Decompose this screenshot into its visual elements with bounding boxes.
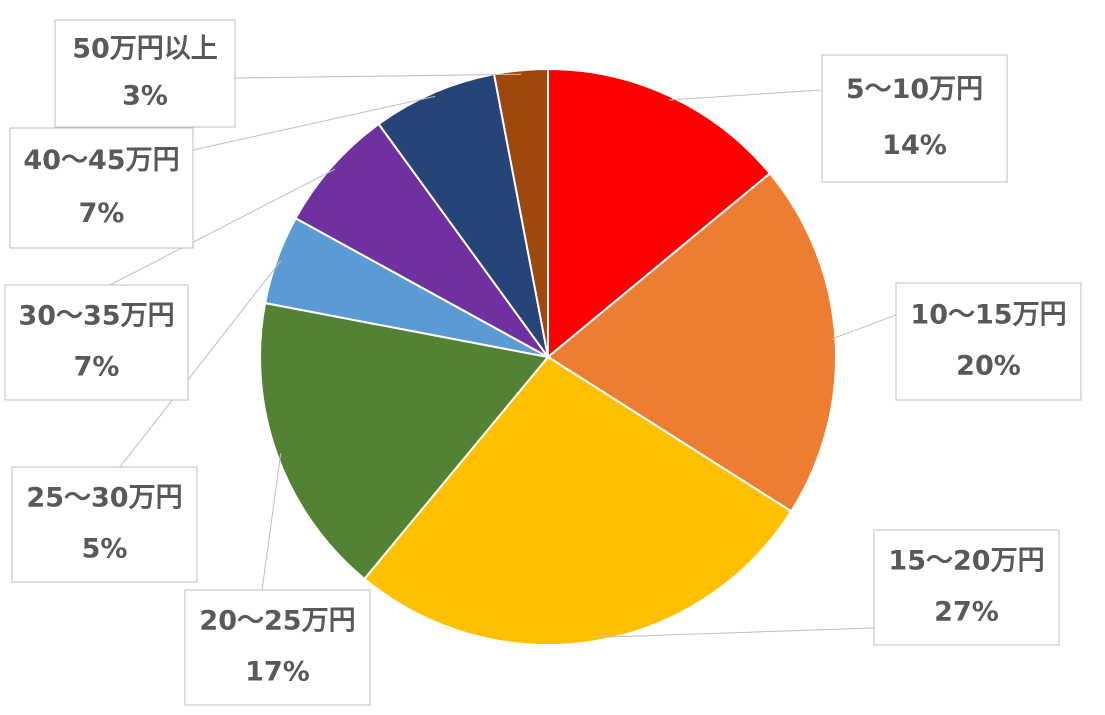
pie-slice (259, 301, 550, 581)
value-label: 20% (956, 351, 1021, 382)
value-label: 5% (82, 533, 128, 564)
category-label: 10〜15万円 (910, 299, 1066, 330)
label-box (184, 589, 371, 706)
category-label: 50万円以上 (72, 33, 218, 64)
leader-line (668, 89, 823, 101)
pie-slice (547, 67, 772, 360)
category-label: 30〜35万円 (18, 301, 174, 332)
leader-line (234, 73, 522, 79)
value-label: 27% (934, 596, 999, 627)
value-label: 7% (74, 351, 120, 382)
pie-slice (492, 67, 549, 358)
category-label: 5〜10万円 (846, 74, 983, 105)
label-box (9, 127, 194, 249)
value-label: 14% (882, 130, 947, 161)
leader-line (119, 260, 282, 468)
pie-slice (363, 355, 793, 646)
pie-slice (546, 172, 837, 513)
label-box (4, 284, 189, 401)
category-label: 15〜20万円 (888, 546, 1044, 577)
category-label: 20〜25万円 (199, 606, 355, 637)
category-label: 25〜30万円 (26, 483, 182, 514)
leader-line (831, 314, 897, 340)
label-box (895, 282, 1082, 401)
label-box (821, 54, 1008, 183)
label-box (873, 529, 1060, 646)
category-label: 40〜45万円 (23, 145, 179, 176)
value-label: 17% (245, 656, 310, 687)
label-box (11, 466, 198, 583)
leader-line (592, 627, 875, 639)
label-box (54, 19, 236, 128)
leader-line (109, 168, 336, 286)
value-label: 7% (79, 198, 125, 229)
leader-line (192, 95, 436, 151)
pie-slice (294, 122, 549, 358)
value-label: 3% (122, 81, 168, 112)
leader-line (261, 453, 282, 591)
